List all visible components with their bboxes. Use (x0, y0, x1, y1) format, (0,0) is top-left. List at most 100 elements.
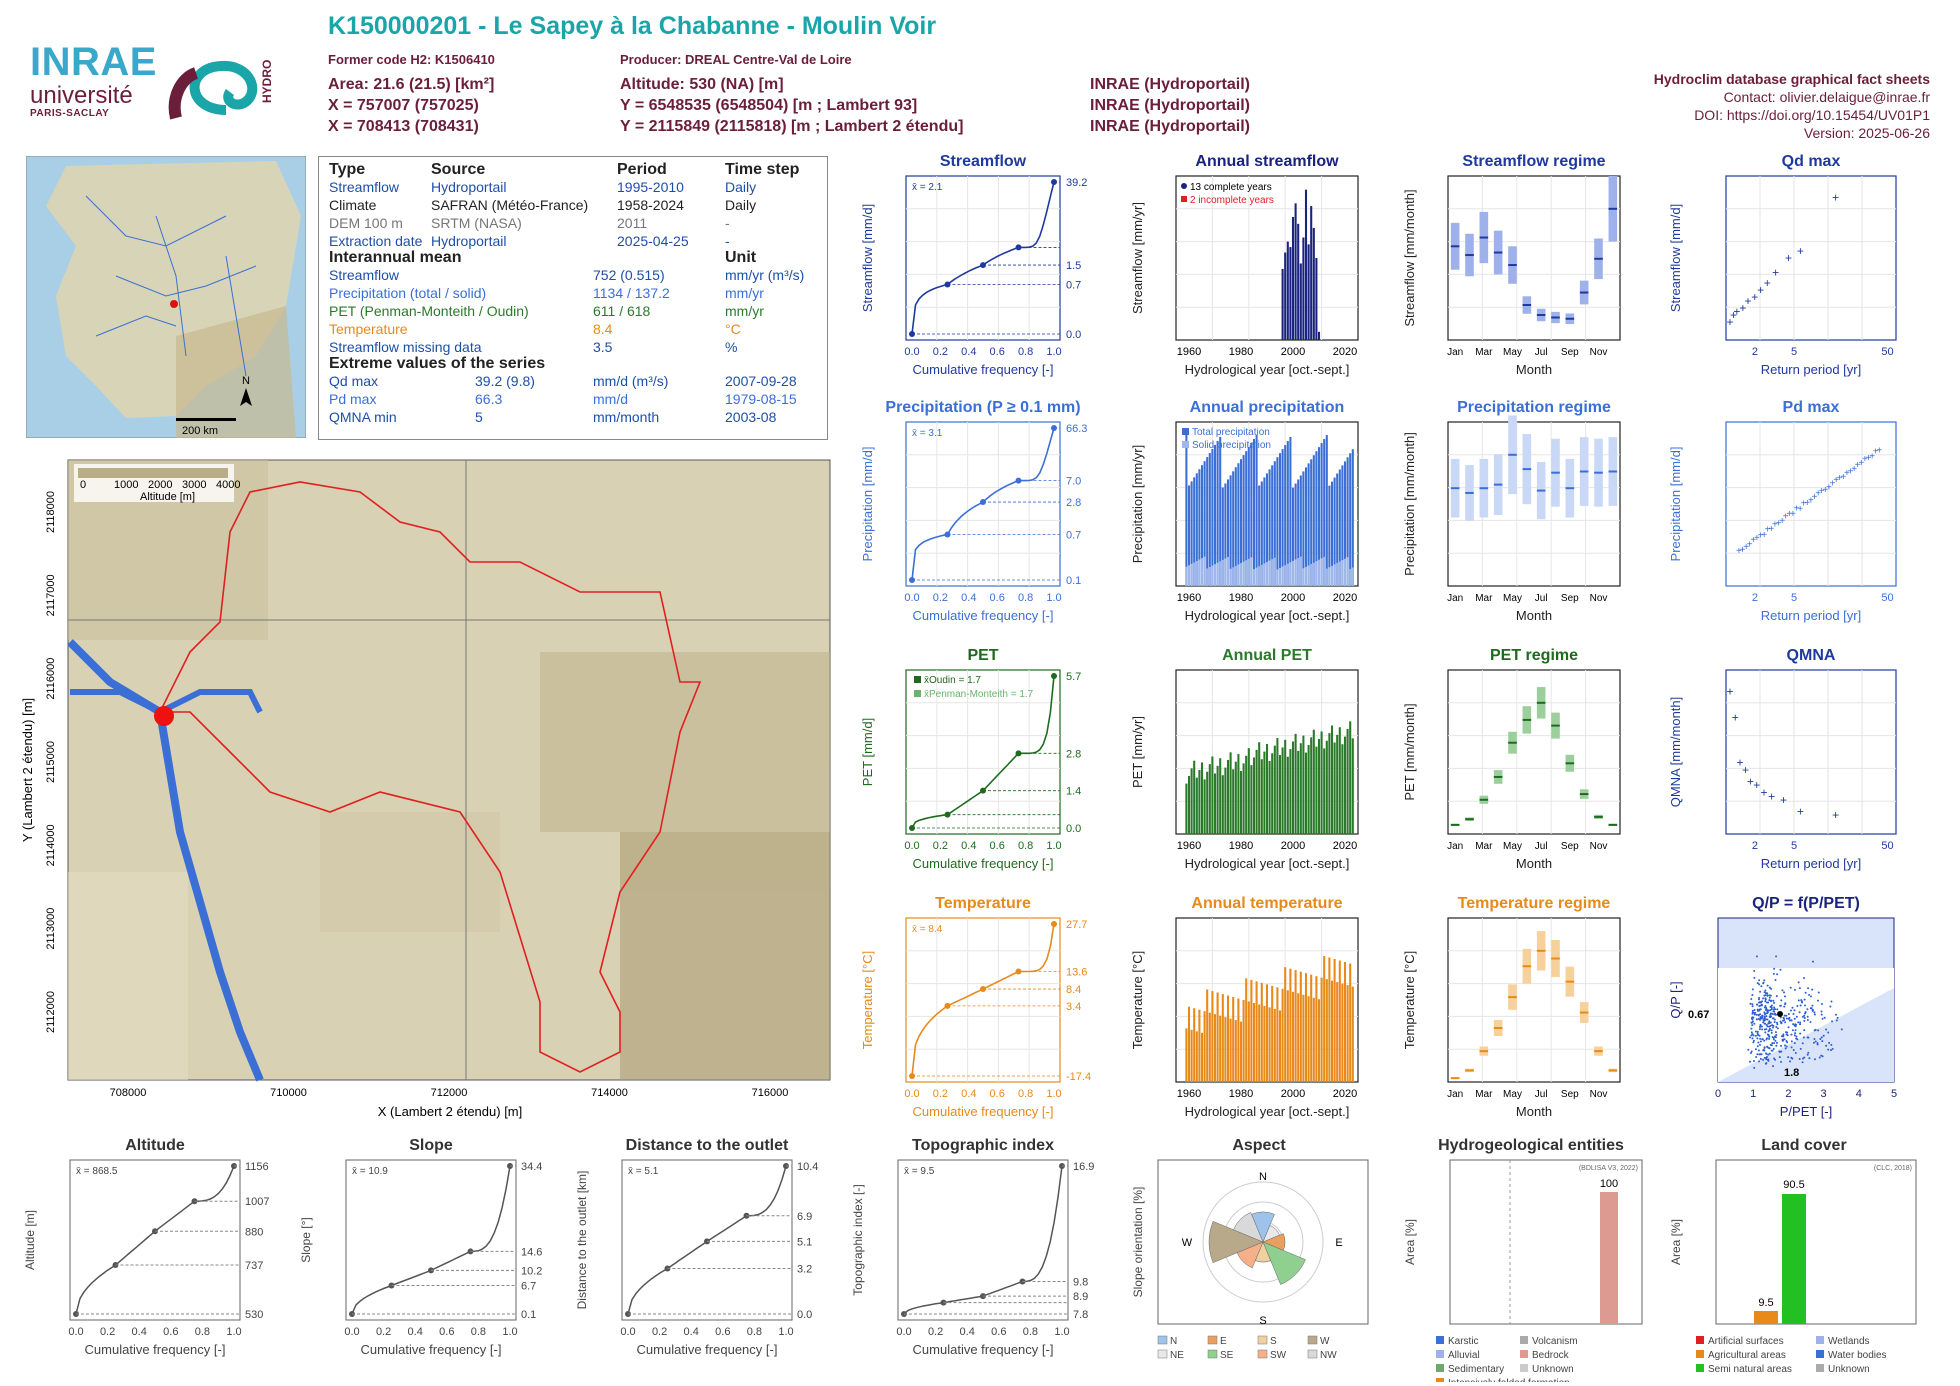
scatter-point (1767, 1023, 1769, 1025)
legend-label: NW (1320, 1350, 1337, 1361)
x-tick-label: 0.2 (376, 1326, 391, 1338)
bar (1243, 1000, 1245, 1082)
bar (1308, 244, 1310, 340)
bar (1206, 457, 1208, 586)
x-tick-label: 0.6 (990, 346, 1005, 358)
bar (1271, 986, 1273, 1082)
x-axis-label: Hydrological year [oct.-sept.] (1185, 1104, 1350, 1119)
bar (1193, 1008, 1195, 1082)
chart-annual_streamflow: Annual streamflowHydrological year [oct.… (1128, 152, 1380, 384)
bar-light (1224, 558, 1226, 586)
y-axis-label: PET [mm/month] (1402, 703, 1417, 800)
scatter-point (1802, 1016, 1804, 1018)
x-tick-label: 1960 (1177, 592, 1201, 604)
bar (1300, 972, 1302, 1082)
scatter-point (1756, 1004, 1758, 1006)
scatter-point (1830, 1049, 1832, 1051)
y-axis-label: Area [%] (1669, 1219, 1683, 1265)
bar (1209, 1013, 1211, 1082)
bar (1284, 740, 1286, 834)
scatter-point (1776, 1042, 1778, 1044)
scatter-point (1795, 1052, 1797, 1054)
legend-label: Volcanism (1532, 1336, 1578, 1347)
scatter-point (1822, 1018, 1824, 1020)
type-1: Climate (329, 197, 376, 213)
chart-title: Streamflow (940, 153, 1027, 170)
map-ytick: 2114000 (45, 824, 57, 866)
bar (1219, 1016, 1221, 1082)
bar-light (1344, 559, 1346, 586)
x-tick-label: 1.0 (778, 1326, 793, 1338)
scatter-point (1753, 1012, 1755, 1014)
bar (1292, 992, 1294, 1082)
right-tick-label: 39.2 (1066, 177, 1087, 189)
scatter-point (1756, 1018, 1758, 1020)
scatter-point (1787, 1056, 1789, 1058)
mean-unit-4: % (725, 339, 737, 355)
x-tick-label: 50 (1881, 592, 1893, 604)
y-axis-label: Streamflow [mm/d] (860, 204, 875, 312)
x-tick-label: 0.2 (652, 1326, 667, 1338)
x-tick-label: Jan (1447, 347, 1463, 358)
bar (1323, 956, 1325, 1082)
right-tick-label: 9.8 (1073, 1276, 1088, 1288)
scatter-point (1799, 987, 1801, 989)
chart-title: Altitude (125, 1137, 185, 1154)
scatter-point (1795, 1035, 1797, 1037)
x-lambert2: X = 708413 (708431) (328, 118, 479, 136)
scatter-point (1770, 1006, 1772, 1008)
bar-light (1297, 558, 1299, 586)
right-tick-label: 7.0 (1066, 476, 1081, 488)
bar (1185, 784, 1187, 834)
altitude-legend-title: Altitude [m] (140, 491, 195, 503)
interannual-title: Interannual mean (329, 249, 461, 267)
bar-light (1349, 569, 1351, 586)
x-axis-label: Hydrological year [oct.-sept.] (1185, 362, 1350, 377)
bar (1331, 726, 1333, 834)
scatter-point (1835, 1014, 1837, 1016)
ext-unit-0: mm/d (m³/s) (593, 373, 668, 389)
scatter-point (1783, 1006, 1785, 1008)
scatter-point (1786, 1046, 1788, 1048)
x-tick-label: 1.0 (226, 1326, 241, 1338)
bar (1326, 741, 1328, 834)
scatter-point (1759, 1028, 1761, 1030)
x-tick-label: 1.0 (1046, 346, 1061, 358)
map-xtick: 708000 (110, 1087, 147, 1099)
scatter-point (1799, 1022, 1801, 1024)
scatter-point (1819, 1057, 1821, 1059)
bar (1230, 752, 1232, 834)
right-tick-label: 0.0 (797, 1309, 812, 1321)
scatter-point (1761, 1004, 1763, 1006)
x-tick-label: 5 (1791, 592, 1797, 604)
x-tick-label: 0.8 (471, 1326, 486, 1338)
chart-title: Streamflow regime (1462, 153, 1605, 170)
scatter-point (1799, 1058, 1801, 1060)
bar (1240, 1022, 1242, 1082)
source-3: INRAE (Hydroportail) (1090, 118, 1250, 136)
x-axis-label: Cumulative frequency [-] (85, 1342, 226, 1357)
source-note: (CLC, 2018) (1874, 1165, 1912, 1172)
right-tick-label: 880 (245, 1226, 263, 1238)
x-tick-label: Nov (1590, 347, 1608, 358)
scatter-point (1763, 1019, 1765, 1021)
scatter-point (1783, 1019, 1785, 1021)
bar (1315, 976, 1317, 1082)
chart-title: Precipitation (P ≥ 0.1 mm) (885, 399, 1080, 416)
scatter-point (1751, 1018, 1753, 1020)
scatter-point (1807, 1054, 1809, 1056)
x-axis-label: Cumulative frequency [-] (913, 608, 1054, 623)
legend-swatch (1696, 1364, 1704, 1372)
scatter-point (1764, 1057, 1766, 1059)
ext-value-0: 39.2 (9.8) (475, 373, 535, 389)
bar (1196, 1031, 1198, 1082)
bar-light (1292, 561, 1294, 586)
bar (1209, 453, 1211, 586)
outlet-marker (154, 706, 174, 726)
legend-label: Unknown (1532, 1364, 1574, 1375)
scatter-point (1763, 1050, 1765, 1052)
scatter-point (1764, 1015, 1766, 1017)
scatter-point (1770, 1000, 1772, 1002)
scatter-point (1750, 1028, 1752, 1030)
scatter-point (1792, 1013, 1794, 1015)
